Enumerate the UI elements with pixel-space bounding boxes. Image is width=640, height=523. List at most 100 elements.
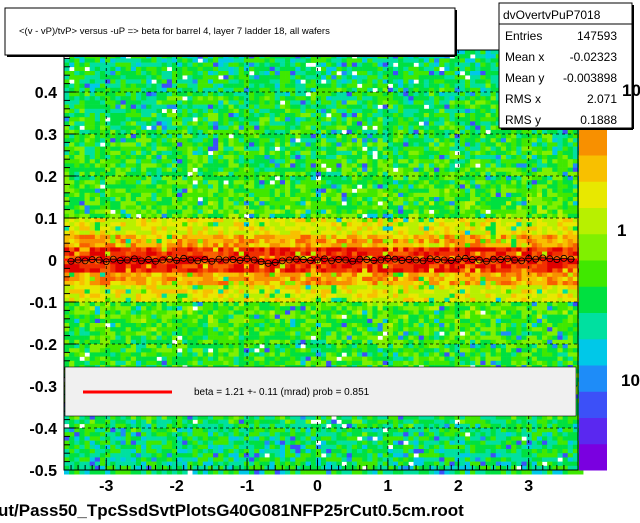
stats-name: dvOvertvPuP7018 <box>503 8 601 22</box>
profile-point <box>370 257 378 264</box>
y-tick-label: -0.2 <box>29 337 57 354</box>
y-tick-label: 0.4 <box>35 85 57 102</box>
stats-row-label: Mean y <box>505 71 544 85</box>
colorbar-label-bottom: 10 <box>621 371 640 390</box>
profile-point <box>166 255 174 263</box>
profile-point <box>264 259 272 267</box>
profile-point <box>546 255 554 263</box>
title-box: <(v - vP)/tvP> versus -uP => beta for ba… <box>4 7 457 57</box>
profile-point <box>271 259 279 266</box>
x-tick-labels: -3 -2 -1 0 1 2 3 <box>99 478 533 495</box>
profile-point <box>229 256 237 263</box>
profile-point <box>243 255 251 263</box>
stats-row-value: -0.003898 <box>563 71 617 85</box>
profile-point <box>490 255 497 263</box>
profile-point <box>131 255 138 263</box>
stats-row-value: 2.071 <box>587 92 617 106</box>
profile-point <box>292 255 300 263</box>
profile-point <box>257 258 265 266</box>
profile-point <box>433 256 441 263</box>
y-tick-label: 0.3 <box>35 127 57 144</box>
x-tick-label: -1 <box>240 478 254 495</box>
stats-row-label: Entries <box>505 29 542 43</box>
y-tick-label: -0.3 <box>29 379 57 396</box>
profile-point <box>567 255 575 263</box>
stats-box: dvOvertvPuP7018 Entries 147593 Mean x -0.02… <box>498 2 634 130</box>
profile-point <box>440 256 448 264</box>
profile-point <box>88 256 96 263</box>
profile-point <box>250 256 258 264</box>
profile-point <box>321 255 328 263</box>
stats-row-label: RMS y <box>505 113 541 127</box>
profile-point <box>483 257 490 265</box>
profile-point <box>187 256 195 264</box>
x-tick-label: 3 <box>524 478 533 495</box>
profile-point <box>102 258 110 266</box>
stats-row-label: RMS x <box>505 92 541 106</box>
profile-point <box>159 256 166 264</box>
profile-point <box>405 256 413 263</box>
profile-point <box>539 254 547 262</box>
profile-point <box>356 255 364 263</box>
fit-legend-label: beta = 1.21 +- 0.11 (mrad) prob = 0.851 <box>194 387 370 398</box>
profile-point <box>138 257 145 265</box>
profile-point <box>384 254 392 262</box>
profile-point <box>222 256 230 264</box>
stats-row-value: 0.1888 <box>580 113 617 127</box>
x-tick-label: 0 <box>313 478 322 495</box>
profile-point <box>511 256 519 264</box>
profile-point <box>109 255 117 263</box>
stats-row-value: 147593 <box>577 29 617 43</box>
profile-point <box>454 255 462 263</box>
profile-point <box>314 256 321 264</box>
profile-point <box>236 257 244 264</box>
profile-point <box>377 256 385 264</box>
fit-legend: beta = 1.21 +- 0.11 (mrad) prob = 0.851 <box>64 366 577 417</box>
y-tick-label: 0 <box>48 253 57 270</box>
y-tick-labels: -0.5 -0.4 -0.3 -0.2 -0.1 0 0.1 0.2 0.3 0.4 <box>29 85 57 480</box>
profile-markers <box>64 254 578 267</box>
profile-point <box>95 256 103 264</box>
profile-point <box>201 256 209 263</box>
x-tick-label: -3 <box>99 478 113 495</box>
profile-point <box>447 257 455 264</box>
profile-point <box>560 254 568 262</box>
stats-row-value: -0.02323 <box>570 50 618 64</box>
profile-point <box>426 255 434 263</box>
y-tick-label: 0.2 <box>35 169 57 186</box>
profile-point <box>419 257 427 265</box>
profile-point <box>74 256 82 264</box>
profile-point <box>67 257 75 265</box>
profile-point <box>525 254 533 262</box>
profile-point <box>307 257 314 264</box>
stats-row-label: Mean x <box>505 50 544 64</box>
profile-point <box>518 257 526 265</box>
profile-point <box>497 256 504 263</box>
profile-point <box>461 254 469 262</box>
profile-point <box>553 256 561 263</box>
profile-point <box>278 257 286 265</box>
x-tick-label: -2 <box>170 478 184 495</box>
colorbar-label-top: 10 <box>622 81 640 100</box>
profile-point <box>173 257 181 264</box>
profile-point <box>208 257 216 265</box>
profile-point <box>116 257 124 264</box>
profile-point <box>342 256 350 264</box>
profile-point <box>152 257 159 265</box>
y-tick-label: -0.5 <box>29 463 57 480</box>
profile-point <box>363 256 371 263</box>
profile-point <box>81 257 89 265</box>
profile-point <box>285 256 293 264</box>
profile-point <box>398 257 406 264</box>
y-tick-label: 0.1 <box>35 211 57 228</box>
y-tick-label: -0.1 <box>29 295 57 312</box>
profile-point <box>145 256 152 263</box>
profile-point <box>349 257 357 265</box>
profile-point <box>468 256 476 263</box>
footer-filename: ut/Pass50_TpcSsdSvtPlotsG40G081NFP25rCut… <box>0 501 464 520</box>
profile-point <box>123 256 131 264</box>
colorbar-label-mid: 1 <box>617 221 626 240</box>
profile-point <box>299 256 307 263</box>
x-tick-label: 2 <box>454 478 463 495</box>
